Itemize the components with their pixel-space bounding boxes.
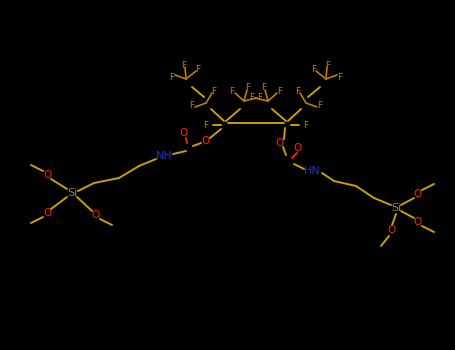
Text: F: F (262, 84, 267, 92)
Text: O: O (92, 210, 100, 220)
Text: O: O (43, 170, 51, 180)
Text: F: F (196, 64, 201, 74)
Text: HN: HN (303, 166, 320, 176)
Text: O: O (294, 143, 302, 153)
Text: F: F (258, 93, 263, 103)
Text: F: F (311, 64, 317, 74)
Text: F: F (303, 120, 308, 130)
Text: F: F (169, 72, 175, 82)
Text: F: F (189, 102, 195, 111)
Text: NH: NH (156, 151, 172, 161)
Text: F: F (212, 86, 217, 96)
Text: F: F (203, 120, 208, 130)
Text: F: F (318, 102, 323, 111)
Text: O: O (43, 208, 51, 218)
Text: O: O (414, 217, 422, 227)
Text: O: O (414, 189, 422, 199)
Text: F: F (249, 93, 254, 103)
Text: O: O (387, 225, 395, 235)
Text: F: F (182, 61, 187, 70)
Text: Si: Si (391, 203, 401, 213)
Text: O: O (276, 138, 284, 148)
Text: Si: Si (67, 188, 77, 198)
Text: F: F (325, 61, 331, 70)
Text: O: O (202, 136, 210, 146)
Text: O: O (180, 128, 188, 138)
Text: F: F (295, 86, 301, 96)
Text: F: F (245, 84, 251, 92)
Text: F: F (229, 86, 235, 96)
Text: F: F (278, 86, 283, 96)
Text: F: F (338, 72, 343, 82)
